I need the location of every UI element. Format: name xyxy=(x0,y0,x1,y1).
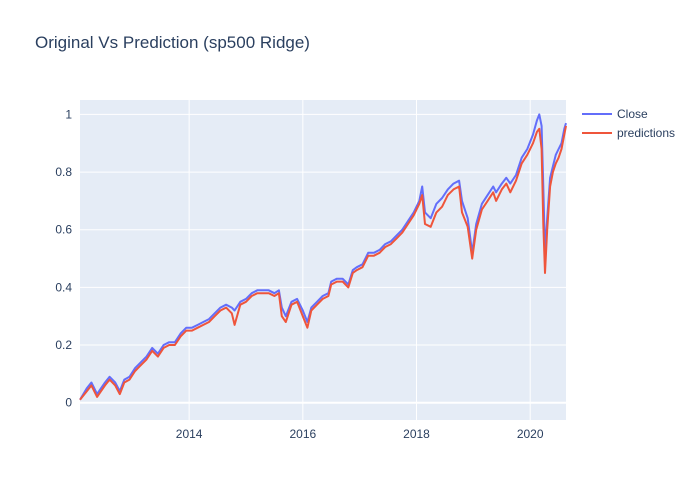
y-tick-label: 0.6 xyxy=(55,223,72,237)
y-tick-label: 0.4 xyxy=(55,280,72,294)
y-tick-label: 1 xyxy=(65,107,72,121)
grid-lines xyxy=(80,100,566,420)
legend-item-close[interactable]: Close xyxy=(582,107,648,121)
x-tick-label: 2018 xyxy=(403,427,430,441)
y-axis-ticks: 0 0.2 0.4 0.6 0.8 1 xyxy=(55,107,72,409)
y-tick-label: 0.2 xyxy=(55,338,72,352)
x-tick-label: 2020 xyxy=(517,427,544,441)
series-line-close xyxy=(79,113,567,401)
plot-background xyxy=(80,100,566,420)
series-line-predictions xyxy=(79,125,567,401)
y-tick-label: 0.8 xyxy=(55,165,72,179)
legend[interactable]: Close predictions xyxy=(582,107,675,140)
x-tick-label: 2014 xyxy=(176,427,203,441)
legend-label: predictions xyxy=(617,126,675,140)
legend-label: Close xyxy=(617,107,648,121)
legend-item-predictions[interactable]: predictions xyxy=(582,126,675,140)
series-lines xyxy=(79,113,567,401)
x-tick-label: 2016 xyxy=(289,427,316,441)
x-axis-ticks: 2014 2016 2018 2020 xyxy=(176,427,544,441)
y-tick-label: 0 xyxy=(65,396,72,410)
chart-title: Original Vs Prediction (sp500 Ridge) xyxy=(35,33,310,52)
